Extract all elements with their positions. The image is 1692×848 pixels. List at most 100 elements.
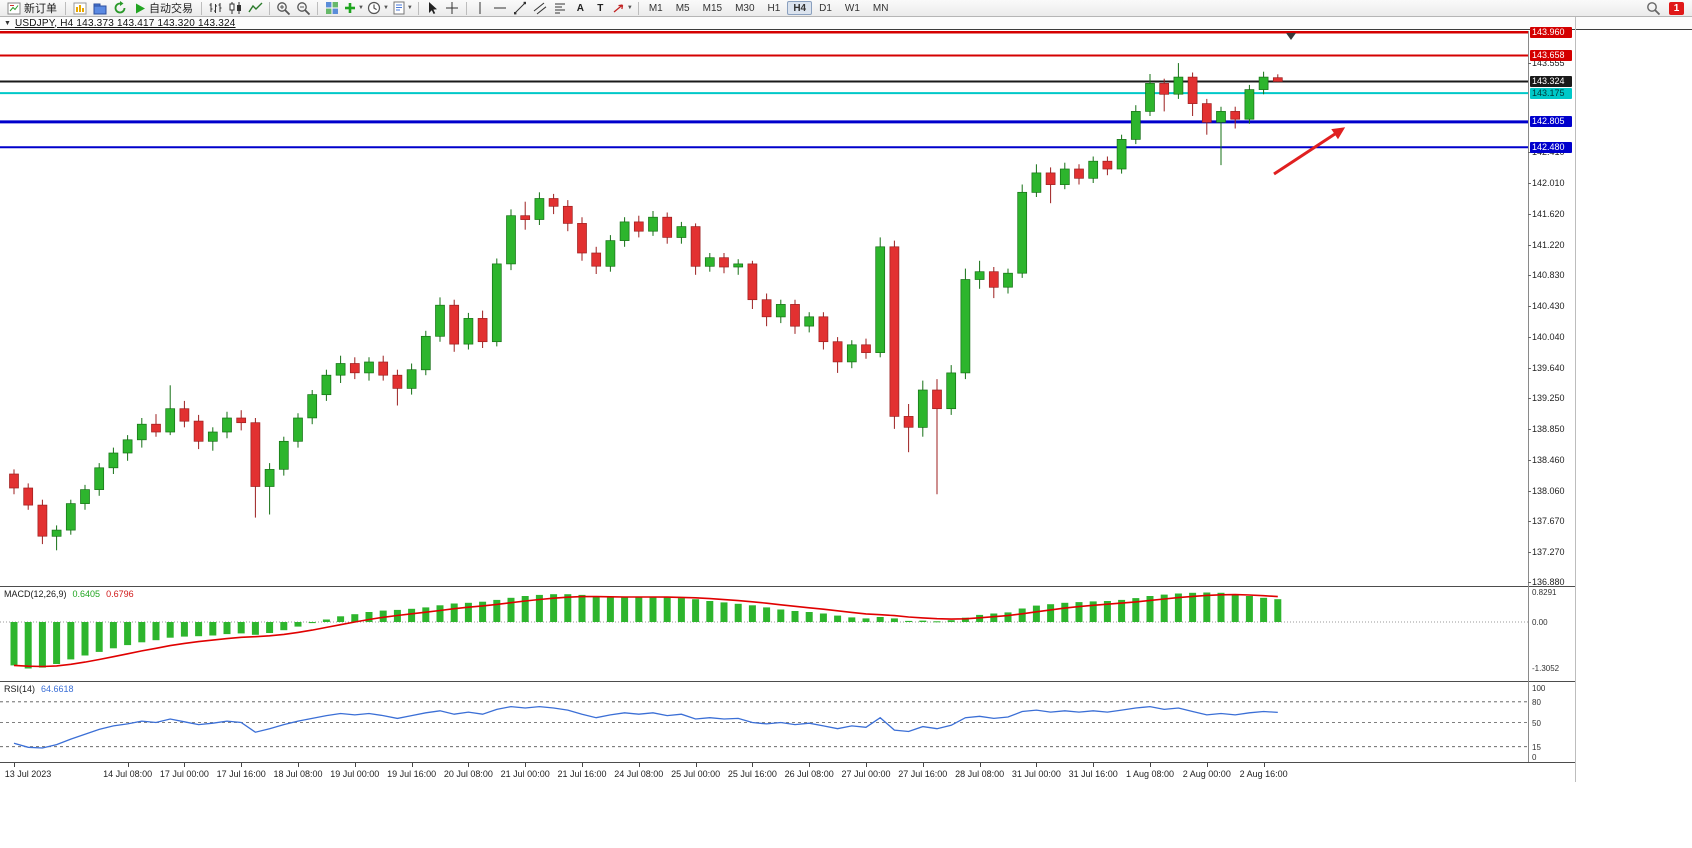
clock-icon [367, 1, 381, 14]
notification-badge[interactable]: 1 [1669, 1, 1684, 15]
main-chart-canvas[interactable] [0, 31, 1575, 586]
autotrading-button[interactable]: 自动交易 [130, 1, 197, 16]
price-tag-143.658: 143.658 [1530, 50, 1572, 61]
templates-button[interactable]: ▼ [391, 1, 414, 16]
bar-chart-button[interactable] [206, 1, 225, 16]
new-order-button[interactable]: 新订单 [3, 1, 61, 16]
profiles-button[interactable] [90, 1, 109, 16]
time-axis-tick [241, 763, 243, 767]
macd-canvas[interactable] [0, 587, 1575, 681]
trendline-button[interactable] [511, 1, 530, 16]
equidistant-channel-button[interactable] [531, 1, 550, 16]
timeframe-m15[interactable]: M15 [697, 1, 728, 15]
price-axis-tick [1528, 367, 1531, 369]
price-tag-143.175: 143.175 [1530, 87, 1572, 99]
timeframe-h1[interactable]: H1 [762, 1, 787, 15]
equidistant-channel-icon [534, 2, 547, 15]
fibonacci-icon [555, 3, 566, 14]
price-tick-label: 138.460 [1532, 454, 1565, 465]
toolbar: 新订单 自动交易 [0, 0, 1692, 17]
fibonacci-button[interactable] [551, 1, 570, 16]
search-button[interactable] [1644, 1, 1663, 16]
new-order-icon [7, 2, 21, 14]
time-label: 2 Aug 00:00 [1182, 769, 1231, 779]
zoom-in-button[interactable] [274, 1, 293, 16]
new-chart-button[interactable] [70, 1, 89, 16]
time-label: 19 Jul 00:00 [330, 769, 380, 779]
rsi-indicator-label: RSI(14) 64.6618 [4, 684, 74, 694]
price-axis-tick [1528, 398, 1531, 400]
time-label: 19 Jul 16:00 [387, 769, 437, 779]
time-label: 27 Jul 16:00 [898, 769, 948, 779]
time-label: 31 Jul 00:00 [1011, 769, 1061, 779]
autotrading-label: 自动交易 [149, 3, 193, 15]
price-axis-tick [1528, 552, 1531, 554]
crosshair-button[interactable] [443, 1, 462, 16]
cursor-icon [429, 2, 438, 14]
arrows-tool-button[interactable]: ▼ [611, 1, 634, 16]
timeframe-m5[interactable]: M5 [670, 1, 696, 15]
time-axis-tick [468, 763, 470, 767]
periods-button[interactable]: ▼ [366, 1, 390, 16]
line-chart-button[interactable] [246, 1, 265, 16]
price-tick-label: 140.430 [1532, 301, 1565, 312]
time-axis-tick [1206, 763, 1208, 767]
time-axis-tick [866, 763, 867, 767]
time-label: 2 Aug 16:00 [1239, 769, 1288, 779]
time-label: 31 Jul 16:00 [1068, 769, 1118, 779]
time-label: 26 Jul 08:00 [784, 769, 834, 779]
timeframe-m1[interactable]: M1 [643, 1, 669, 15]
price-axis-tick [1528, 183, 1531, 185]
refresh-button[interactable] [110, 1, 129, 16]
time-label: 1 Aug 08:00 [1125, 769, 1175, 779]
price-tick-label: 140.830 [1532, 270, 1565, 281]
separator [465, 1, 467, 15]
text-button[interactable]: A [571, 1, 590, 16]
macd-scale-label: -1.3052 [1532, 664, 1560, 674]
crosshair-icon [446, 2, 459, 14]
candlestick-button[interactable] [226, 1, 245, 16]
window-menu-icon[interactable]: ▼ [4, 19, 11, 27]
toolbar-right-group: 1 [1644, 1, 1689, 16]
time-label: 25 Jul 00:00 [671, 769, 721, 779]
text-label-icon: T [597, 2, 604, 14]
time-axis-tick [695, 763, 697, 767]
tile-windows-icon [325, 2, 338, 14]
timeframe-h4[interactable]: H4 [787, 1, 813, 15]
time-label: 21 Jul 00:00 [500, 769, 550, 779]
cursor-button[interactable] [423, 1, 442, 16]
vertical-line-icon [479, 2, 481, 14]
price-tick-label: 137.270 [1532, 547, 1565, 558]
indicators-button[interactable]: ▼ [342, 1, 365, 16]
price-tag-143.324: 143.324 [1530, 75, 1572, 87]
time-axis-tick [354, 763, 356, 767]
horizontal-line-button[interactable] [491, 1, 510, 16]
zoom-out-button[interactable] [294, 1, 313, 16]
rsi-scale-label: 50 [1532, 718, 1541, 728]
vertical-line-button[interactable] [471, 1, 490, 16]
tile-windows-button[interactable] [322, 1, 341, 16]
indicators-icon [345, 3, 355, 13]
annotation-arrow [1273, 128, 1342, 176]
text-icon: A [576, 2, 584, 14]
text-label-button[interactable]: T [591, 1, 610, 16]
zoom-out-icon [297, 1, 311, 15]
time-axis-tick [525, 763, 527, 767]
play-icon [136, 3, 145, 13]
separator [637, 1, 639, 15]
rsi-canvas[interactable] [0, 682, 1575, 762]
time-axis-tick [752, 763, 754, 767]
time-axis-tick [14, 763, 15, 767]
timeframe-m30[interactable]: M30 [729, 1, 760, 15]
timeframe-w1[interactable]: W1 [839, 1, 866, 15]
rsi-panel-separator[interactable] [0, 681, 1575, 682]
time-axis[interactable]: 13 Jul 2023 14 Jul 08:00 17 Jul 00:00 17 Ju… [0, 762, 1575, 782]
timeframe-d1[interactable]: D1 [813, 1, 838, 15]
time-axis-tick [922, 763, 924, 767]
time-axis-tick [1036, 763, 1038, 767]
price-tag-142.480: 142.480 [1530, 141, 1572, 153]
time-label: 18 Jul 08:00 [273, 769, 323, 779]
macd-panel-separator[interactable] [0, 586, 1575, 587]
price-tick-label: 136.880 [1532, 577, 1565, 588]
timeframe-mn[interactable]: MN [867, 1, 895, 15]
